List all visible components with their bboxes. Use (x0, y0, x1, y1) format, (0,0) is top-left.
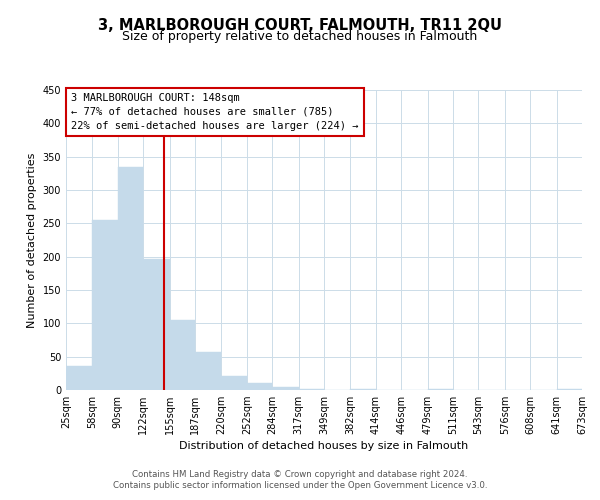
Text: Contains public sector information licensed under the Open Government Licence v3: Contains public sector information licen… (113, 481, 487, 490)
Bar (118, 166, 143, 390)
X-axis label: Distribution of detached houses by size in Falmouth: Distribution of detached houses by size … (179, 442, 469, 452)
Text: Contains HM Land Registry data © Crown copyright and database right 2024.: Contains HM Land Registry data © Crown c… (132, 470, 468, 479)
Bar (92, 220, 118, 390)
Y-axis label: Number of detached properties: Number of detached properties (27, 152, 37, 328)
Text: 3, MARLBOROUGH COURT, FALMOUTH, TR11 2QU: 3, MARLBOROUGH COURT, FALMOUTH, TR11 2QU (98, 18, 502, 32)
Bar (557, 388, 582, 390)
Bar (221, 376, 247, 390)
Text: 3 MARLBOROUGH COURT: 148sqm
← 77% of detached houses are smaller (785)
22% of se: 3 MARLBOROUGH COURT: 148sqm ← 77% of det… (71, 93, 359, 131)
Text: Size of property relative to detached houses in Falmouth: Size of property relative to detached ho… (122, 30, 478, 43)
Bar (272, 386, 299, 390)
Bar (247, 382, 272, 390)
Bar (143, 260, 170, 390)
Bar (66, 366, 92, 390)
Bar (170, 320, 195, 390)
Bar (350, 388, 376, 390)
Bar (195, 352, 221, 390)
